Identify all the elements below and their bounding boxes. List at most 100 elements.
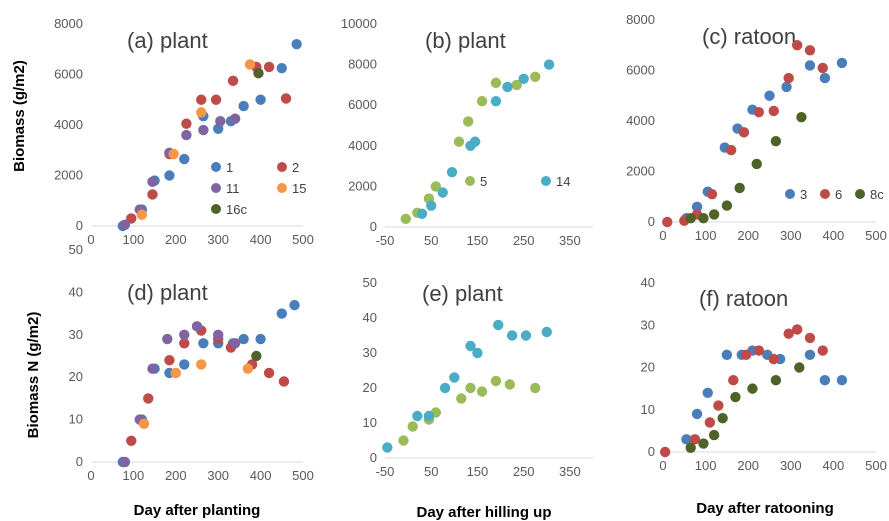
data-point-series-14 xyxy=(439,382,451,394)
data-point-series-6 xyxy=(783,328,794,339)
data-point-series-6 xyxy=(689,434,701,445)
data-point-series-15 xyxy=(242,363,254,374)
data-point-series-5 xyxy=(400,213,411,225)
chart-panel-5: 0 10 20 30 40 50 -50 50 150 250 350 (e) plant xyxy=(363,275,593,479)
data-point-series-5 xyxy=(490,375,502,387)
x-tick-label: 400 xyxy=(823,458,845,473)
data-point-series-11 xyxy=(213,329,224,340)
data-point-series-11 xyxy=(181,129,192,141)
panel-title: (d) plant xyxy=(127,280,208,305)
panel-title: (a) plant xyxy=(127,28,208,53)
y-tick-label: 0 xyxy=(648,444,655,459)
data-point-series-1 xyxy=(255,333,266,345)
x-tick-label: 500 xyxy=(292,232,314,247)
y-tick-label: 4000 xyxy=(54,117,83,132)
data-point-series-5 xyxy=(530,71,541,82)
data-point-series-2 xyxy=(164,355,175,366)
x-tick-label: 0 xyxy=(87,468,94,483)
y-tick-label: 40 xyxy=(69,284,83,299)
data-point-series-11 xyxy=(229,113,241,124)
x-tick-label: 50 xyxy=(424,233,438,248)
panel-title: (f) ratoon xyxy=(699,286,788,311)
x-axis-label-planting: Day after planting xyxy=(134,502,261,519)
data-point-series-6 xyxy=(817,345,828,356)
y-tick-label: 10000 xyxy=(341,16,377,31)
data-point-series-11 xyxy=(119,219,131,230)
data-point-series-3 xyxy=(804,60,816,71)
x-tick-label: 300 xyxy=(780,458,802,473)
y-tick-label: 50 xyxy=(363,275,377,290)
legend-label-11: 11 xyxy=(226,181,240,196)
data-point-series-2 xyxy=(179,338,190,349)
data-point-series-6 xyxy=(817,62,828,74)
y-tick-label: 0 xyxy=(76,454,83,469)
x-tick-label: 400 xyxy=(250,232,272,247)
data-point-series-11 xyxy=(147,176,158,188)
x-tick-label: 100 xyxy=(695,228,717,243)
data-point-series-2 xyxy=(143,393,154,404)
data-point-series-6 xyxy=(704,417,716,428)
data-point-series-14 xyxy=(412,410,423,422)
data-point-series-14 xyxy=(437,187,448,198)
x-tick-label: -50 xyxy=(376,464,395,479)
y-tick-label: 30 xyxy=(363,345,377,360)
legend-marker-6 xyxy=(820,189,830,199)
y-tick-label: 10 xyxy=(641,402,655,417)
data-point-series-14 xyxy=(543,59,555,70)
data-point-series-11 xyxy=(119,456,131,468)
data-point-series-6 xyxy=(728,374,739,386)
y-tick-label: 40 xyxy=(641,275,655,290)
data-point-series-8c xyxy=(796,112,807,123)
legend: 3 6 8c xyxy=(785,187,884,202)
y-tick-label: 40 xyxy=(363,310,377,325)
data-point-series-3 xyxy=(804,349,816,361)
data-point-series-15 xyxy=(168,148,179,160)
data-point-series-2 xyxy=(181,118,192,129)
data-point-series-3 xyxy=(781,81,792,93)
x-tick-label: 500 xyxy=(865,228,887,243)
data-point-series-3 xyxy=(836,374,848,386)
legend-marker-3 xyxy=(785,189,795,199)
data-point-series-1 xyxy=(198,338,209,349)
data-point-series-15 xyxy=(136,209,148,220)
legend-label-1: 1 xyxy=(226,160,233,175)
data-point-series-8c xyxy=(770,136,782,147)
data-point-series-1 xyxy=(164,170,175,181)
legend-label-3: 3 xyxy=(800,187,807,202)
data-point-series-11 xyxy=(191,321,203,332)
legend-marker-2 xyxy=(277,162,287,172)
legend-marker-14 xyxy=(541,176,551,186)
data-point-series-5 xyxy=(456,393,467,404)
data-point-series-8c xyxy=(747,383,758,394)
data-point-series-8c xyxy=(721,200,733,211)
data-point-series-5 xyxy=(465,382,476,394)
data-point-series-14 xyxy=(465,340,476,352)
data-point-series-6 xyxy=(768,105,779,117)
data-point-series-3 xyxy=(764,90,775,101)
x-tick-label: 400 xyxy=(823,228,845,243)
x-tick-label: 400 xyxy=(250,468,272,483)
y-tick-label: 20 xyxy=(641,360,655,375)
data-point-series-5 xyxy=(463,116,474,127)
panel-title: (c) ratoon xyxy=(702,24,796,49)
data-point-series-14 xyxy=(502,81,513,93)
data-point-series-8c xyxy=(698,213,709,224)
data-point-series-5 xyxy=(511,79,522,91)
x-tick-label: -50 xyxy=(376,233,395,248)
data-point-series-6 xyxy=(740,349,752,361)
x-tick-label: 0 xyxy=(659,458,666,473)
data-point-series-5 xyxy=(504,379,515,390)
data-point-series-8c xyxy=(685,213,696,224)
data-point-series-5 xyxy=(407,421,418,432)
data-point-series-14 xyxy=(506,330,518,341)
data-point-series-15 xyxy=(170,367,181,379)
y-tick-label: 10 xyxy=(69,412,83,427)
data-point-series-11 xyxy=(179,329,190,340)
data-point-series-3 xyxy=(691,408,703,420)
data-point-series-8c xyxy=(717,413,728,424)
y-tick-label: 2000 xyxy=(348,178,377,193)
chart-panel-3: 0 2000 4000 6000 8000 0 100 200 300 400 500 (c) rat… xyxy=(626,12,887,243)
data-point-series-6 xyxy=(738,127,750,138)
data-point-series-2 xyxy=(196,94,207,105)
